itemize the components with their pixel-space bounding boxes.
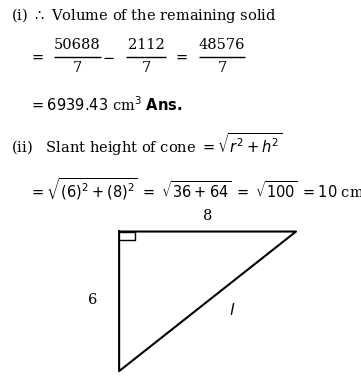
Text: $=$: $=$ (173, 50, 189, 64)
Text: 7: 7 (73, 61, 82, 75)
Text: $= 6939.43$ cm$^3$ $\mathbf{Ans.}$: $= 6939.43$ cm$^3$ $\mathbf{Ans.}$ (29, 96, 182, 114)
Text: $-$: $-$ (102, 50, 115, 64)
Text: (i) $\therefore$ Volume of the remaining solid: (i) $\therefore$ Volume of the remaining… (11, 6, 277, 25)
Text: 6: 6 (88, 293, 97, 307)
Text: 50688: 50688 (54, 38, 101, 52)
Text: (ii)   Slant height of cone $= \sqrt{r^2 + h^2}$: (ii) Slant height of cone $= \sqrt{r^2 +… (11, 131, 283, 158)
Text: $=$: $=$ (29, 50, 44, 64)
Text: 48576: 48576 (199, 38, 245, 52)
Text: $= \sqrt{(6)^2 +(8)^2} \;=\; \sqrt{36+64} \;=\; \sqrt{100} \;= 10$ cm.: $= \sqrt{(6)^2 +(8)^2} \;=\; \sqrt{36+64… (29, 176, 361, 202)
Text: 7: 7 (142, 61, 151, 75)
Text: 7: 7 (217, 61, 227, 75)
Text: $l$: $l$ (229, 302, 236, 319)
Text: 8: 8 (203, 209, 212, 223)
Text: 2112: 2112 (128, 38, 165, 52)
